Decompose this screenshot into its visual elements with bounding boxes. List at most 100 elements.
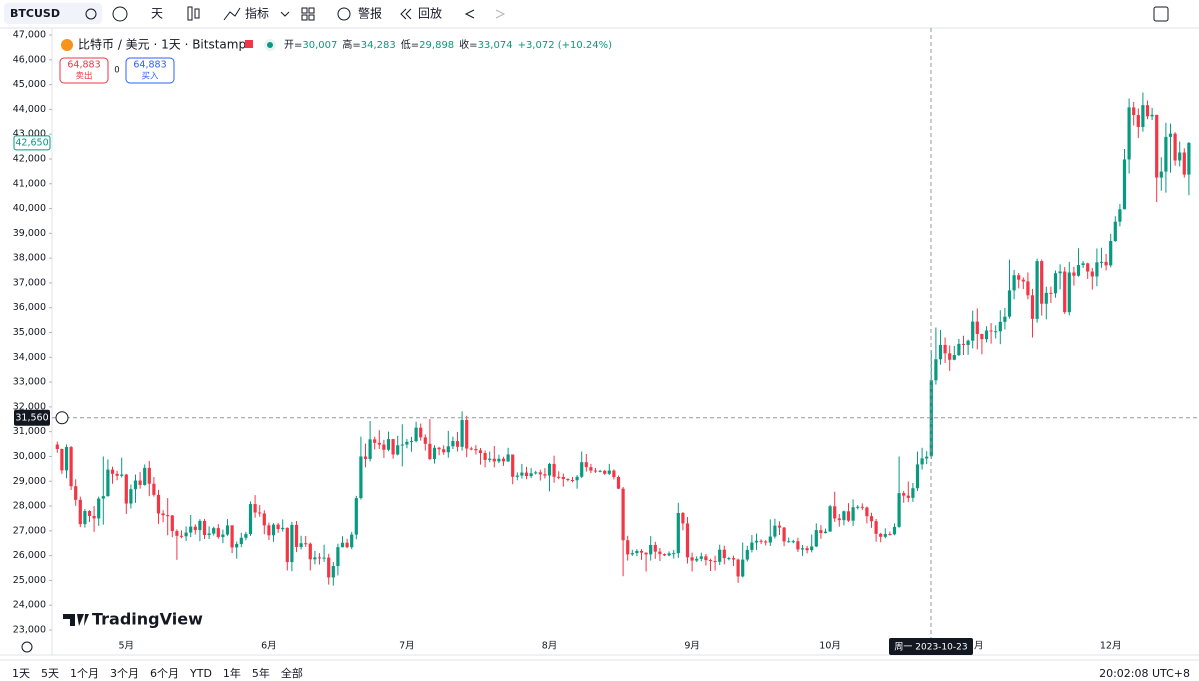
legend-label: 开=	[284, 40, 302, 51]
candle-body	[906, 495, 910, 498]
range-button[interactable]: 6个月	[150, 667, 179, 680]
candle-body	[345, 542, 349, 548]
replay-icon[interactable]	[400, 8, 412, 20]
status-dot	[267, 42, 273, 48]
candle-body	[1168, 133, 1173, 137]
candle-body	[750, 542, 754, 550]
legend: 比特币 / 美元 · 1天 · Bitstamp 开=30,007 高=34,28…	[59, 37, 612, 84]
candle-body	[856, 506, 860, 508]
clock: 20:02:08 UTC+8	[1099, 667, 1190, 680]
x-tick-label: 7月	[399, 641, 415, 652]
sell-button[interactable]	[59, 57, 109, 84]
candle-body	[189, 526, 193, 533]
candle-body	[460, 420, 464, 447]
layout-icon[interactable]	[301, 14, 308, 21]
candle-body	[166, 515, 170, 517]
y-tick-label: 23,000	[13, 625, 46, 636]
undo[interactable]	[464, 9, 475, 19]
candle-body	[97, 498, 101, 519]
add-symbol[interactable]	[112, 6, 128, 22]
candle-body	[202, 520, 207, 536]
buy-price[interactable]: 64,883	[133, 60, 166, 71]
candle-body	[727, 558, 731, 560]
candle-body	[290, 524, 294, 563]
candle-body	[497, 458, 501, 462]
range-button[interactable]: 全部	[281, 666, 303, 680]
candle-body	[860, 506, 864, 508]
replay[interactable]: 回放	[418, 6, 442, 21]
candle-body	[603, 470, 607, 474]
alert-icon[interactable]	[337, 7, 351, 21]
logo-mark	[63, 614, 89, 626]
buy-button[interactable]	[125, 57, 175, 84]
candle-body	[179, 535, 184, 537]
chart-style-icon[interactable]	[187, 6, 193, 21]
candle-body	[695, 558, 699, 561]
sell-label[interactable]: 卖出	[75, 71, 92, 82]
candle-body	[1035, 261, 1039, 319]
x-tick-label: 12月	[1100, 641, 1122, 652]
range-button[interactable]: 5年	[252, 666, 270, 680]
candle-body	[253, 504, 257, 513]
candle-body	[529, 473, 533, 477]
range-button[interactable]: YTD	[189, 667, 212, 680]
alerts[interactable]: 警报	[358, 6, 382, 21]
spread: 0	[114, 66, 119, 76]
candle-body	[662, 554, 667, 556]
candle-body	[414, 427, 418, 442]
range-button[interactable]: 5天	[41, 667, 59, 680]
range-button[interactable]: 1天	[12, 667, 30, 680]
candle-body	[308, 543, 312, 560]
candle-body	[1021, 279, 1025, 282]
symbol-box[interactable]	[4, 3, 102, 24]
symbol[interactable]: BTCUSD	[10, 7, 60, 20]
redo[interactable]	[495, 9, 506, 19]
layout-icon[interactable]	[308, 14, 315, 21]
x-tick-label: 5月	[119, 641, 135, 652]
candle-body	[133, 480, 138, 490]
candle-body	[547, 463, 552, 476]
symbol-icon[interactable]	[85, 8, 97, 20]
fullscreen[interactable]	[1153, 6, 1169, 22]
add-alert[interactable]	[55, 411, 69, 425]
candle-body	[483, 452, 487, 460]
layout-icon[interactable]	[308, 7, 315, 14]
candle-body	[644, 552, 648, 555]
settings-icon[interactable]	[21, 641, 33, 653]
candle-body	[658, 551, 662, 555]
range-button[interactable]: 3个月	[110, 667, 139, 680]
candle-body	[699, 556, 703, 559]
interval[interactable]: 天	[151, 7, 163, 21]
flag[interactable]	[245, 40, 253, 48]
candle-body	[828, 506, 832, 532]
candle-body	[1044, 292, 1048, 304]
candle-body	[60, 449, 64, 471]
layout-icon[interactable]	[301, 7, 308, 14]
indicators[interactable]: 指标	[245, 6, 269, 21]
indicators-icon[interactable]	[223, 7, 241, 21]
buy-label[interactable]: 买入	[141, 72, 159, 82]
candle-body	[212, 528, 216, 534]
candle-body	[612, 470, 616, 478]
candle-body	[621, 488, 625, 541]
candle-body	[354, 498, 358, 535]
candle-body	[1040, 261, 1044, 304]
chart-style-icon[interactable]	[194, 8, 200, 19]
range-button[interactable]: 1个月	[70, 667, 99, 680]
candle-body	[833, 506, 837, 519]
sell-price[interactable]: 64,883	[67, 60, 100, 71]
dropdown-icon[interactable]	[280, 11, 290, 17]
candle-body	[405, 441, 409, 445]
candle-body	[1081, 263, 1085, 266]
candle-body	[350, 534, 354, 548]
y-tick-label: 45,000	[13, 79, 46, 90]
candle-body	[566, 479, 570, 481]
candle-body	[837, 518, 841, 521]
candle-body	[327, 557, 331, 578]
y-tick-label: 44,000	[13, 104, 46, 115]
legend-label: 低=	[401, 38, 419, 51]
candle-body	[902, 493, 906, 496]
candle-body	[198, 520, 202, 531]
range-button[interactable]: 1年	[223, 666, 241, 680]
